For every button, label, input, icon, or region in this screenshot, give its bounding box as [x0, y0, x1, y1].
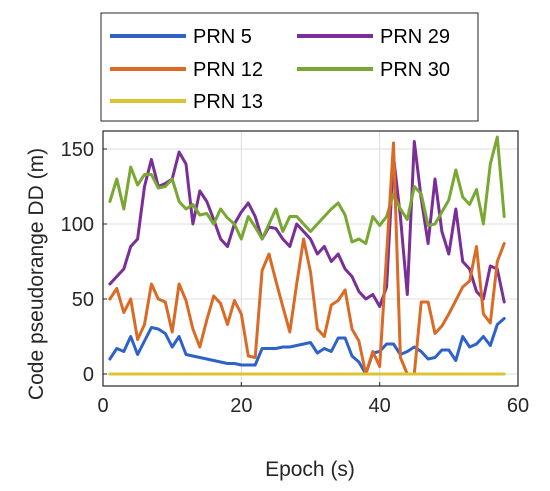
y-tick-label: 150: [61, 139, 94, 161]
y-axis-label: Code pseudorange DD (m): [25, 148, 48, 400]
x-axis-label: Epoch (s): [265, 458, 355, 481]
series-line-prn-5: [108, 317, 506, 376]
legend-label-prn-13: PRN 13: [193, 91, 263, 113]
y-tick-label: 100: [61, 214, 94, 236]
legend-label-prn-30: PRN 30: [380, 59, 450, 81]
series-lines: [108, 135, 506, 376]
x-tick-labels: 0 20 40 60: [97, 395, 529, 417]
x-tick-label: 60: [507, 395, 529, 417]
plot-frame: [102, 130, 519, 387]
axis-ticks: [102, 148, 519, 386]
x-tick-label: 20: [230, 395, 252, 417]
legend-label-prn-29: PRN 29: [380, 26, 450, 48]
series-line-prn-29: [108, 140, 506, 308]
series-line-prn-30: [108, 135, 506, 245]
x-tick-label: 40: [369, 395, 391, 417]
y-tick-labels: 0 50 100 150: [61, 139, 94, 386]
legend: PRN 5 PRN 29 PRN 12 PRN 30 PRN 13: [100, 12, 479, 122]
series-line-prn-12: [108, 141, 506, 376]
legend-label-prn-12: PRN 12: [193, 59, 263, 81]
x-tick-label: 0: [97, 395, 108, 417]
y-tick-label: 50: [72, 289, 94, 311]
legend-label-prn-5: PRN 5: [193, 26, 252, 48]
y-tick-label: 0: [83, 364, 94, 386]
